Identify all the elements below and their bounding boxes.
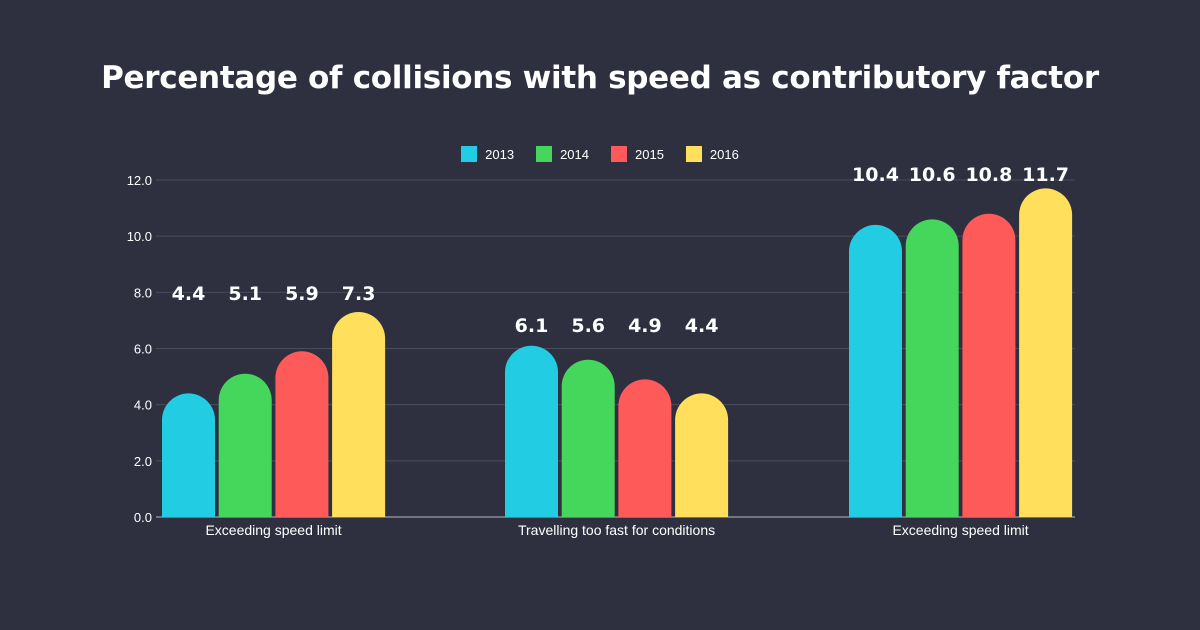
legend-label: 2013	[485, 146, 515, 162]
legend-item-2013: 2013	[461, 146, 514, 162]
bar-2013-1	[505, 345, 558, 517]
legend-label: 2014	[560, 146, 589, 162]
bar-2013-2	[849, 224, 902, 517]
data-label: 10.4	[852, 164, 899, 186]
category-label: Exceeding speed limit	[205, 522, 341, 538]
legend-label: 2015	[635, 146, 664, 162]
y-axis-ticks: 0.0 2.0 4.0 6.0 8.0 10.0 12.0	[127, 173, 152, 525]
data-label: 4.9	[628, 315, 662, 337]
data-label: 6.1	[515, 315, 549, 337]
legend-label: 2016	[709, 146, 739, 162]
bars	[162, 188, 1073, 518]
category-labels: Exceeding speed limit Travelling too fast…	[205, 522, 1028, 538]
legend-item-2015: 2015	[611, 146, 664, 162]
bar-2015-1	[618, 379, 672, 517]
bar-2016-1	[675, 393, 729, 517]
bar-2014-2	[905, 219, 959, 517]
y-tick-label: 12.0	[127, 173, 152, 188]
bar-2015-0	[275, 351, 329, 517]
data-label: 7.3	[342, 283, 376, 305]
bar-2015-2	[962, 213, 1016, 517]
bar-2016-2	[1019, 188, 1073, 518]
legend-swatch	[461, 146, 478, 162]
y-tick-label: 4.0	[134, 398, 152, 413]
legend-swatch	[536, 146, 553, 162]
chart-title: Percentage of collisions with speed as c…	[101, 60, 1099, 96]
data-label: 4.4	[172, 283, 206, 305]
data-label: 11.7	[1022, 164, 1069, 186]
data-label: 4.4	[685, 315, 719, 337]
legend-swatch	[685, 146, 702, 162]
y-tick-label: 2.0	[134, 454, 152, 469]
legend-swatch	[611, 146, 627, 162]
data-label: 5.6	[571, 315, 605, 337]
data-label: 5.1	[228, 283, 262, 305]
y-tick-label: 0.0	[134, 510, 152, 525]
bar-2014-1	[561, 359, 615, 517]
y-tick-label: 6.0	[134, 342, 152, 357]
data-label: 5.9	[285, 283, 319, 305]
chart-legend: 2013 2014 2015 2016	[0, 146, 1200, 162]
bar-2013-0	[162, 393, 215, 517]
y-tick-label: 8.0	[134, 285, 152, 300]
legend-item-2016: 2016	[685, 146, 739, 162]
y-tick-label: 10.0	[127, 229, 152, 244]
bar-2014-0	[218, 373, 272, 517]
category-label: Travelling too fast for conditions	[518, 522, 715, 538]
category-label: Exceeding speed limit	[892, 522, 1028, 538]
bar-2016-0	[332, 311, 386, 517]
data-label: 10.6	[909, 164, 956, 186]
legend-item-2014: 2014	[536, 146, 589, 162]
data-label: 10.8	[965, 164, 1012, 186]
data-labels: 4.4 5.1 5.9 7.3 6.1 5.6 4.9 4.4 10.4 10.6 10.8 11.7	[172, 164, 1069, 337]
